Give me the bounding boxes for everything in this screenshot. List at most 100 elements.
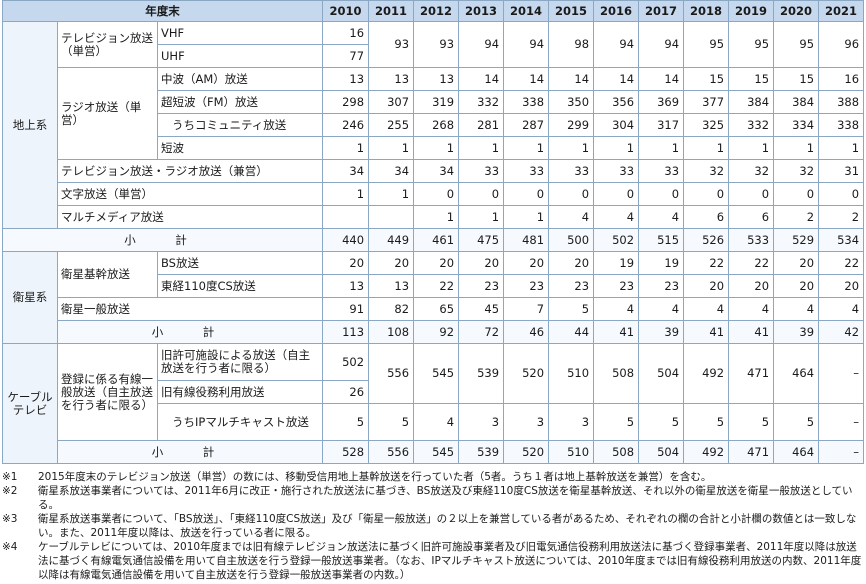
cable-ip-2016: 5 (593, 403, 640, 441)
cable-ip-2020: 5 (773, 403, 820, 441)
cable-ip-2010: 5 (322, 403, 370, 441)
footnote-mark: ※4 (2, 541, 18, 553)
multimedia-2015: 4 (548, 205, 595, 229)
tv-single-label: テレビジョン放送（単営） (57, 21, 158, 68)
fm-2010: 298 (322, 90, 370, 114)
cable-ip-2014: 3 (503, 403, 550, 441)
row-cable-subtotal: 小 計 528 556 545 539 520 510 508 504 492 471 464– (3, 440, 865, 464)
teletext-2013: 0 (458, 182, 505, 206)
satellite-general-label: 衛星一般放送 (56, 297, 324, 321)
cable-registered-2017: 504 (638, 343, 685, 404)
footnote-mark: ※1 (2, 471, 18, 483)
multimedia-2018: 6 (683, 205, 730, 229)
satellite-general-2019: 4 (728, 297, 775, 321)
cable-registered-2021: – (818, 343, 865, 404)
tv-single-2018: 95 (683, 21, 730, 68)
footnote-mark: ※2 (2, 485, 18, 497)
bs-2013: 20 (458, 251, 505, 275)
bs-2020: 20 (773, 251, 820, 275)
tv-radio-2016: 33 (593, 159, 640, 183)
terrestrial-subtotal-label: 小 計 (1, 228, 324, 252)
teletext-label: 文字放送（単営） (56, 182, 324, 206)
am-2015: 14 (548, 67, 595, 91)
satellite-core-label: 衛星基幹放送 (57, 251, 158, 298)
bs-2021: 22 (818, 251, 865, 275)
terrestrial-subtotal-2020: 529 (773, 228, 820, 252)
teletext-2010: 1 (322, 182, 370, 206)
footnotes: ※1 2015年度末のテレビジョン放送（単営）の数には、移動受信用地上基幹放送を行… (2, 470, 864, 582)
cable-subtotal-2021: – (818, 440, 865, 464)
cable-subtotal-2010: 528 (322, 440, 370, 464)
cable-registered-2015: 510 (548, 343, 595, 404)
bs-2012: 20 (413, 251, 460, 275)
footnote-mark: ※3 (2, 513, 18, 525)
radio-single-label: ラジオ放送（単営） (57, 67, 158, 160)
am-2014: 14 (503, 67, 550, 91)
shortwave-2010: 1 (322, 136, 370, 160)
cs-2018: 20 (683, 274, 730, 298)
multimedia-2010 (322, 205, 370, 229)
multimedia-2013: 1 (458, 205, 505, 229)
multimedia-2020: 2 (773, 205, 820, 229)
community-2018: 325 (683, 113, 730, 137)
row-cs: 東経110度CS放送 13 13 22 23 23 23 23 23 20 20 20 20 (3, 274, 865, 298)
multimedia-2021: 2 (818, 205, 865, 229)
cable-registered-2012: 545 (413, 343, 460, 404)
cable-subtotal-2011: 556 (368, 440, 415, 464)
fm-2012: 319 (413, 90, 460, 114)
bs-2014: 20 (503, 251, 550, 275)
satellite-subtotal-2011: 108 (368, 320, 415, 344)
cable-subtotal-2015: 510 (548, 440, 595, 464)
bs-2017: 19 (638, 251, 685, 275)
teletext-2020: 0 (773, 182, 820, 206)
footnote-text: ケーブルテレビについては、2010年度までは旧有線テレビジョン放送法に基づく旧許… (38, 541, 862, 581)
bs-2015: 20 (548, 251, 595, 275)
bs-2010: 20 (322, 251, 370, 275)
cs-2021: 20 (818, 274, 865, 298)
tv-radio-2012: 34 (413, 159, 460, 183)
terrestrial-subtotal-2011: 449 (368, 228, 415, 252)
cable-subtotal-2019: 471 (728, 440, 775, 464)
fm-2021: 388 (818, 90, 865, 114)
tv-radio-2017: 33 (638, 159, 685, 183)
row-cable-wired: 旧有線役務利用放送 26 (3, 380, 864, 404)
fm-2019: 384 (728, 90, 775, 114)
year-header-2011: 2011 (368, 0, 415, 22)
community-2015: 299 (548, 113, 595, 137)
tv-radio-2010: 34 (322, 159, 370, 183)
row-tv-radio: テレビジョン放送・ラジオ放送（兼営） 34 34 34 33 33 33 33 33 32 32 32… (3, 159, 865, 183)
cs-2014: 23 (503, 274, 550, 298)
tv-single-2021: 96 (818, 21, 865, 68)
tv-single-2013: 94 (458, 21, 505, 68)
year-header-2013: 2013 (458, 0, 505, 22)
shortwave-2013: 1 (458, 136, 505, 160)
am-label: 中波（AM）放送 (156, 67, 324, 91)
teletext-2014: 0 (503, 182, 550, 206)
year-header-2021: 2021 (818, 0, 865, 22)
row-am: ラジオ放送（単営） 中波（AM）放送 13 13 13 14 14 14 14 14 15 15 15 1… (3, 67, 865, 160)
tv-single-2017: 94 (638, 21, 685, 68)
year-header-2017: 2017 (638, 0, 685, 22)
multimedia-2012: 1 (413, 205, 460, 229)
shortwave-2017: 1 (638, 136, 685, 160)
year-header-2012: 2012 (413, 0, 460, 22)
satellite-general-2012: 65 (413, 297, 460, 321)
cable-registered-2019: 471 (728, 343, 775, 404)
multimedia-2016: 4 (593, 205, 640, 229)
row-terrestrial-subtotal: 小 計 440 449 461 475 481 500 502 515 526 533 529 534 (1, 228, 865, 252)
teletext-2015: 0 (548, 182, 595, 206)
cable-ip-2013: 3 (458, 403, 505, 441)
shortwave-2012: 1 (413, 136, 460, 160)
footnote-3: ※3 衛星系放送事業者について、「BS放送」、「東経110度CS放送」及び「衛星一… (2, 512, 864, 540)
fm-2020: 384 (773, 90, 820, 114)
cs-2019: 20 (728, 274, 775, 298)
teletext-2018: 0 (683, 182, 730, 206)
terrestrial-subtotal-2019: 533 (728, 228, 775, 252)
tv-radio-2020: 32 (773, 159, 820, 183)
satellite-subtotal-2010: 113 (322, 320, 370, 344)
footnote-text: 衛星系放送事業者について、「BS放送」、「東経110度CS放送」及び「衛星一般放… (38, 513, 857, 539)
cable-ip-2011: 5 (368, 403, 415, 441)
row-bs: 衛星系 衛星基幹放送 BS放送 20 20 20 20 20 20 19 19 22 22 20 22 (2, 251, 865, 344)
year-header-2015: 2015 (548, 0, 595, 22)
